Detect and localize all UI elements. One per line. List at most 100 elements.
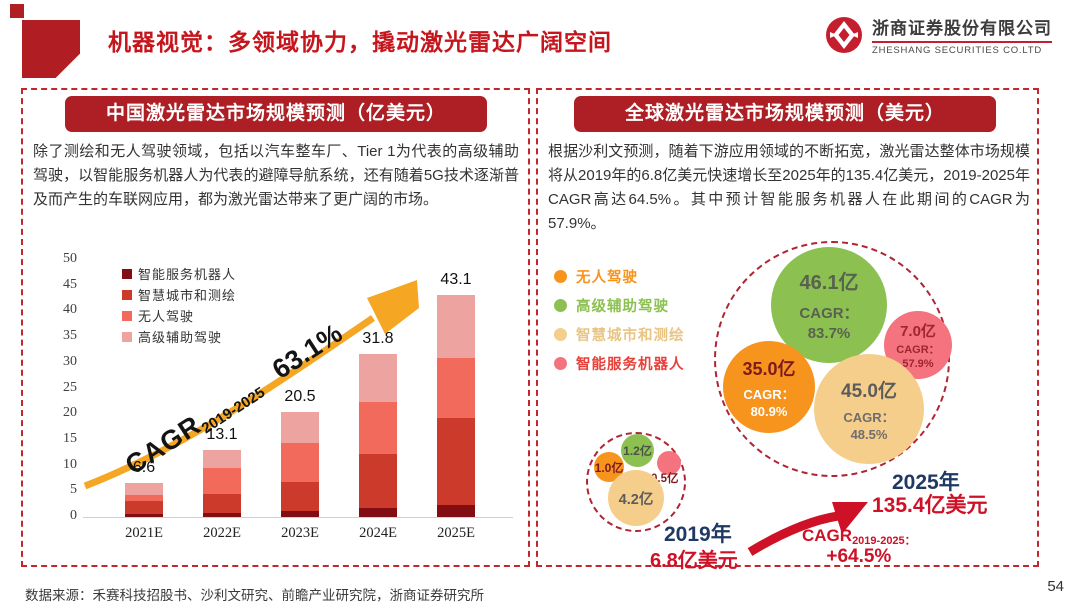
company-logo-icon xyxy=(824,15,864,55)
legend-label: 智慧城市和测绘 xyxy=(138,288,237,303)
bar-total-label: 31.8 xyxy=(362,329,394,347)
x-axis-label: 2022E xyxy=(203,525,241,541)
bar-chart-legend: 智能服务机器人 智慧城市和测绘 无人驾驶 高级辅助驾驶 xyxy=(122,263,236,347)
x-axis-label: 2021E xyxy=(125,525,163,541)
bubble-smartcity-2025: 45.0亿 CAGR： 48.5% xyxy=(814,354,924,464)
bubble-value: 7.0亿 xyxy=(900,322,936,340)
bar-segment-2024E xyxy=(359,353,397,402)
bar-segment-2021E xyxy=(125,494,163,502)
bar-total-label: 6.6 xyxy=(132,459,156,477)
bar-segment-2025E xyxy=(437,417,475,506)
y-axis-tick: 5 xyxy=(70,482,77,498)
legend-dot xyxy=(554,299,567,312)
cluster-2025-circle xyxy=(714,241,950,477)
y-axis-tick: 40 xyxy=(63,302,77,318)
legend-item: 智慧城市和测绘 xyxy=(554,320,685,349)
total-2025-label: 135.4亿美元 xyxy=(872,494,988,517)
x-axis-label: 2025E xyxy=(437,525,475,541)
bar-total-label: 20.5 xyxy=(284,387,316,405)
legend-label: 无人驾驶 xyxy=(576,270,638,286)
legend-dot xyxy=(554,328,567,341)
china-lidar-bar-chart: 智能服务机器人 智慧城市和测绘 无人驾驶 高级辅助驾驶 CAGR2019-202… xyxy=(23,248,532,560)
bar-segment-2021E xyxy=(125,501,163,515)
bubble-cagr-label: CAGR： xyxy=(743,386,795,402)
legend-item: 无人驾驶 xyxy=(122,305,236,326)
y-axis-tick: 10 xyxy=(63,456,77,472)
legend-swatch xyxy=(122,331,132,342)
global-panel-description: 根据沙利文预测，随着下游应用领域的不断拓宽，激光雷达整体市场规模将从2019年的… xyxy=(548,143,1030,232)
bar-segment-2022E xyxy=(203,513,241,517)
global-panel-title: 全球激光雷达市场规模预测（美元） xyxy=(574,96,996,132)
bubble-driverless-2025: 35.0亿 CAGR： 80.9% xyxy=(723,341,815,433)
legend-item: 智能服务机器人 xyxy=(122,263,236,284)
y-axis-tick: 25 xyxy=(63,379,77,395)
bar-segment-2023E xyxy=(281,482,319,512)
legend-item: 智慧城市和测绘 xyxy=(122,284,236,305)
bubble-smartcity-2019: 4.2亿 xyxy=(608,470,664,526)
bar-segment-2022E xyxy=(203,494,241,514)
cluster-2019-circle xyxy=(586,432,686,532)
cagr-value: 63.1% xyxy=(266,317,348,385)
bar-segment-2023E xyxy=(281,411,319,443)
bubble-value: 1.0亿 xyxy=(594,460,624,475)
bubble-driverless-2019: 1.0亿 xyxy=(594,452,624,482)
bubble-value: 45.0亿 xyxy=(841,380,897,402)
legend-label: 智慧城市和测绘 xyxy=(576,328,685,344)
year-2019-label: 2019年 xyxy=(664,523,732,546)
total-2019-label: 6.8亿美元 xyxy=(650,550,738,572)
cagr-text: CAGR xyxy=(802,526,853,545)
year-2025-label: 2025年 xyxy=(892,471,960,494)
bubble-adas-2025: 46.1亿 CAGR： 83.7% xyxy=(771,247,887,363)
bubble-cagr-label: CAGR： xyxy=(896,343,940,356)
x-axis-label: 2023E xyxy=(281,525,319,541)
company-name-cn: 浙商证券股份有限公司 xyxy=(872,14,1052,43)
bar-segment-2024E xyxy=(359,401,397,454)
legend-swatch xyxy=(122,289,132,300)
bubble-value: 1.2亿 xyxy=(623,444,652,458)
bubble-cagr-value: 48.5% xyxy=(850,426,888,442)
y-axis-tick: 15 xyxy=(63,430,77,446)
legend-label: 高级辅助驾驶 xyxy=(138,330,223,345)
legend-item: 无人驾驶 xyxy=(554,262,685,291)
bar-segment-2025E xyxy=(437,505,475,517)
bar-segment-2021E xyxy=(125,514,163,517)
legend-item: 智能服务机器人 xyxy=(554,349,685,378)
bar-segment-2024E xyxy=(359,453,397,508)
legend-label: 高级辅助驾驶 xyxy=(576,299,669,315)
bubble-cagr-label: CAGR： xyxy=(799,305,859,322)
china-panel-title: 中国激光雷达市场规模预测（亿美元） xyxy=(65,96,487,132)
china-panel-description: 除了测绘和无人驾驶领域，包括以汽车整车厂、Tier 1为代表的高级辅助驾驶，以智… xyxy=(33,143,519,208)
bubble-cagr-value: 83.7% xyxy=(807,325,851,342)
bar-segment-2024E xyxy=(359,507,397,517)
bubble-cagr-value: 57.9% xyxy=(902,357,934,370)
y-axis-tick: 20 xyxy=(63,405,77,421)
legend-swatch xyxy=(122,268,132,279)
bar-segment-2022E xyxy=(203,449,241,469)
legend-swatch xyxy=(122,310,132,321)
bar-segment-2021E xyxy=(125,483,163,495)
global-lidar-panel: 全球激光雷达市场规模预测（美元） 根据沙利文预测，随着下游应用领域的不断拓宽，激… xyxy=(536,88,1039,572)
y-axis-tick: 45 xyxy=(63,276,77,292)
bar-segment-2025E xyxy=(437,295,475,359)
x-axis-line xyxy=(83,517,513,518)
page-number: 54 xyxy=(1047,578,1064,595)
company-name-en: ZHESHANG SECURITIES CO.LTD xyxy=(872,45,1043,56)
legend-label: 智能服务机器人 xyxy=(138,267,237,282)
x-axis-label: 2024E xyxy=(359,525,397,541)
legend-dot xyxy=(554,270,567,283)
bar-segment-2025E xyxy=(437,358,475,418)
legend-item: 高级辅助驾驶 xyxy=(554,291,685,320)
bubble-adas-2019: 1.2亿 xyxy=(621,434,654,467)
bubble-value: 4.2亿 xyxy=(618,491,654,508)
bubble-value: 46.1亿 xyxy=(799,272,859,294)
deco-corner-pentagon xyxy=(22,20,80,78)
y-axis-tick: 30 xyxy=(63,353,77,369)
bubble-robot-2019: 0.5亿 xyxy=(651,451,681,485)
deco-corner-square xyxy=(10,4,24,18)
legend-item: 高级辅助驾驶 xyxy=(122,326,236,347)
bar-total-label: 43.1 xyxy=(440,271,472,289)
bar-total-label: 13.1 xyxy=(206,425,238,443)
data-source-note: 数据来源：禾赛科技招股书、沙利文研究、前瞻产业研究院，浙商证券研究所 xyxy=(25,588,484,603)
y-axis-tick: 0 xyxy=(70,508,77,523)
y-axis-tick: 50 xyxy=(63,251,77,266)
